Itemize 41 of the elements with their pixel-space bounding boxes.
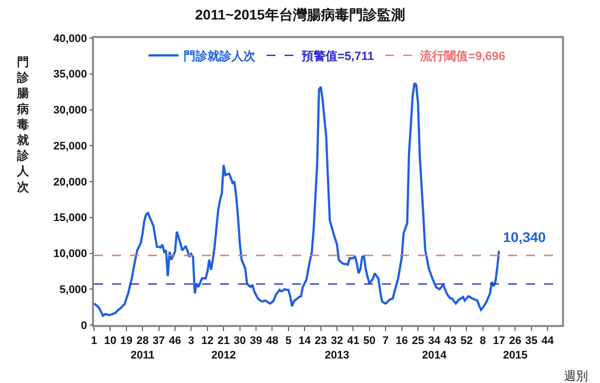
x-tick-label: 50 [363,334,376,347]
y-tick-label: 25,000 [53,140,88,152]
legend-label: 預警值=5,711 [300,49,374,64]
x-tick-label: 37 [152,334,165,347]
x-tick-label: 1 [90,334,98,347]
x-tick-label: 12 [201,334,214,347]
x-axis-title: 週別 [564,369,588,383]
x-tick-label: 8 [480,334,486,347]
legend-label: 門診就診人次 [184,49,256,64]
y-tick-label: 5,000 [60,284,88,296]
y-tick-label: 40,000 [53,32,88,45]
chart-title: 2011~2015年台灣腸病毒門診監測 [195,6,405,22]
y-tick-label: 35,000 [53,68,88,81]
y-tick-label: 15,000 [53,212,88,224]
x-tick-label: 52 [460,334,473,347]
x-tick-label: 39 [250,334,262,347]
y-tick-label: 30,000 [53,104,88,117]
x-tick-label: 23 [314,334,327,347]
x-tick-label: 41 [347,334,360,347]
y-tick-label: 0 [80,320,88,332]
x-tick-label: 16 [396,334,408,347]
legend-label: 流行閾值=9,696 [419,49,506,64]
line-series [94,82,500,317]
x-tick-label: 10 [104,334,116,347]
x-tick-label: 30 [234,334,246,347]
x-tick-label: 25 [412,334,424,347]
x-tick-label: 14 [298,334,312,347]
x-tick-label: 35 [525,334,538,347]
x-tick-label: 43 [444,334,457,347]
x-tick-label: 17 [492,334,506,347]
annotation: 10,340 [503,229,546,245]
x-tick-label: 19 [120,334,133,347]
x-tick-label: 44 [541,334,555,347]
x-tick-label: 48 [266,334,278,347]
x-tick-label: 46 [168,334,182,347]
x-tick-label: 7 [382,334,389,347]
x-tick-label: 3 [188,334,194,347]
y-tick-label: 10,000 [53,248,88,260]
y-tick-label: 20,000 [53,176,88,188]
x-tick-label: 5 [285,334,292,347]
text: 門診腸病毒就診人次 [17,55,29,194]
